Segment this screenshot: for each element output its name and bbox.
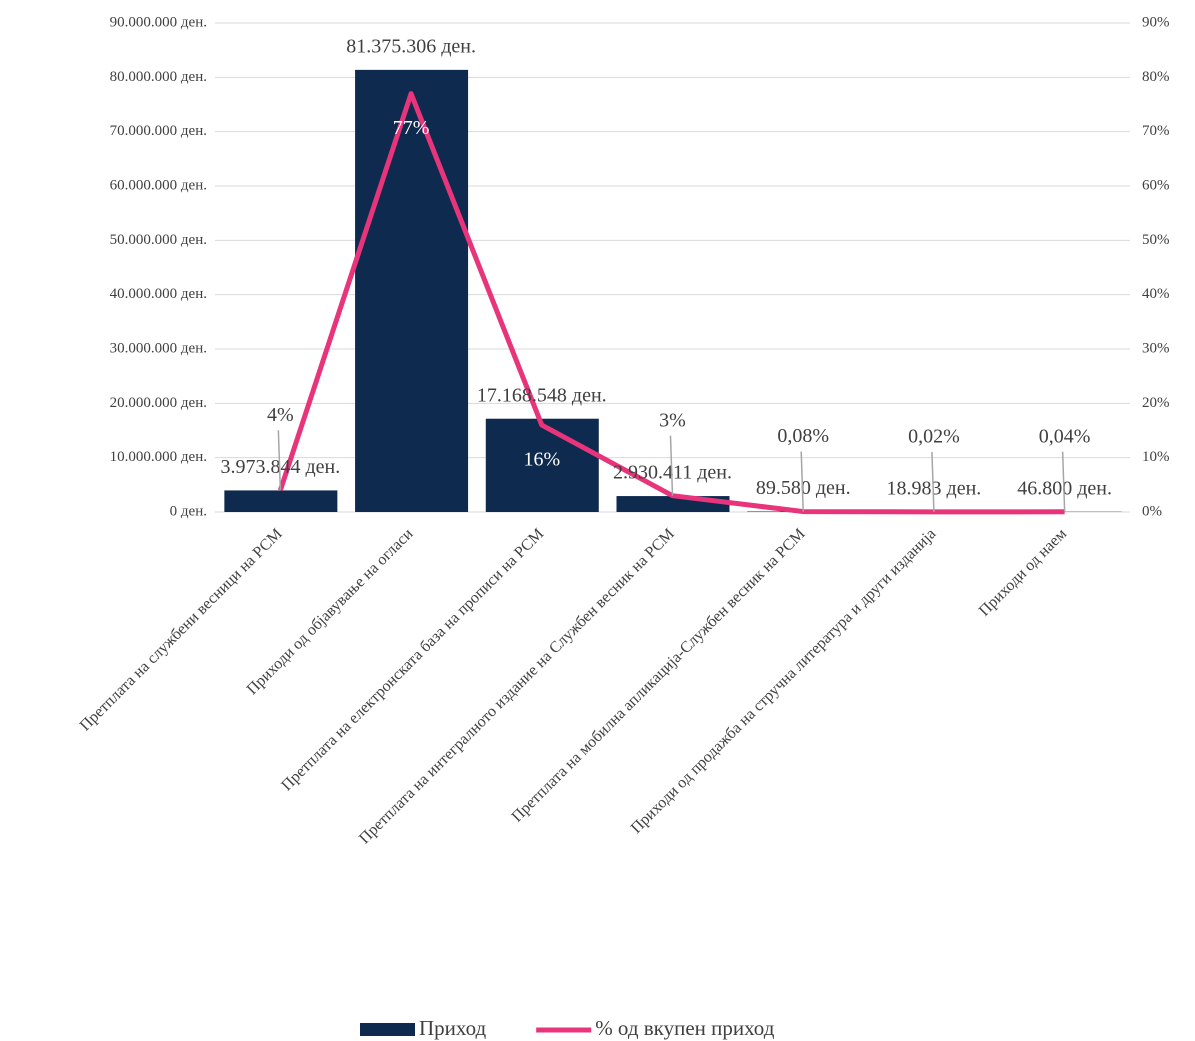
leader-line [1061,451,1066,512]
data-label: 3% [659,409,686,431]
y-tick-label: 0 ден. [170,503,207,519]
leader-line [800,451,804,512]
data-label: 4% [267,404,294,426]
y-tick-label: 20.000.000 ден. [110,395,207,411]
y2-tick-label: 90% [1142,14,1170,30]
y2-tick-label: 70% [1142,123,1170,139]
data-label: 0,08% [777,425,829,447]
y2-tick-label: 20% [1142,395,1170,411]
x-tick-label: Приходи од наем [976,525,1070,619]
bar [485,418,599,512]
data-label: 17.168.548 ден. [477,384,607,406]
y2-tick-label: 80% [1142,69,1170,85]
y-tick-label: 10.000.000 ден. [110,449,207,465]
x-tick-label: Претплата на интегралното издание на Слу… [356,525,678,847]
legend-swatch [360,1023,415,1036]
y2-tick-label: 10% [1142,449,1170,465]
y-tick-label: 80.000.000 ден. [110,69,207,85]
data-label: 89.580 ден. [756,477,851,499]
data-label: 3.973.844 ден. [220,456,340,478]
y-tick-label: 90.000.000 ден. [110,14,207,30]
y2-tick-label: 40% [1142,286,1170,302]
y-tick-label: 40.000.000 ден. [110,286,207,302]
y-tick-label: 50.000.000 ден. [110,232,207,248]
leader-line [277,430,282,491]
data-label: 46.800 ден. [1017,477,1112,499]
leader-line [669,435,674,496]
data-label: 16% [523,449,560,471]
y-tick-label: 60.000.000 ден. [110,177,207,193]
data-label: 0,02% [908,425,960,447]
x-tick-label: Претплата на службени весници на РСМ [77,525,286,734]
data-label: 77% [393,117,430,139]
bar [224,490,338,512]
y2-tick-label: 30% [1142,340,1170,356]
y2-tick-label: 60% [1142,177,1170,193]
bar [355,69,469,512]
legend-label: % од вкупен приход [595,1016,775,1040]
x-tick-label: Приходи од продажба на стручна литератур… [628,525,940,837]
data-label: 0,04% [1039,425,1091,447]
data-label: 81.375.306 ден. [346,35,476,57]
y2-tick-label: 50% [1142,232,1170,248]
legend-label: Приход [419,1016,486,1040]
y-tick-label: 30.000.000 ден. [110,340,207,356]
data-label: 18.983 ден. [887,477,982,499]
x-tick-label: Претплата на електронската база на пропи… [278,525,547,794]
y-tick-label: 70.000.000 ден. [110,123,207,139]
y2-tick-label: 0% [1142,503,1162,519]
data-label: 2.930.411 ден. [613,462,732,484]
x-tick-label: Претплата на мобилна апликација-Службен … [509,525,809,825]
leader-line [931,451,935,512]
